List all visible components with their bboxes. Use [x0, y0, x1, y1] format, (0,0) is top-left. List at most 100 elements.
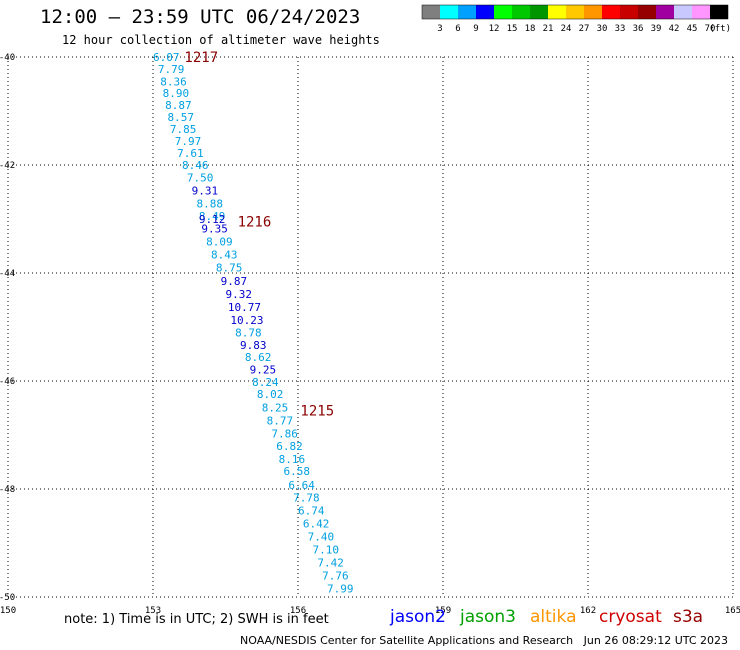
legend-level-label: 12: [489, 24, 500, 34]
map-subtitle: 12 hour collection of altimeter wave hei…: [62, 33, 380, 47]
legend-swatch: [422, 5, 440, 19]
wave-height-label: 8.43: [211, 249, 238, 262]
wave-height-label: 8.87: [165, 99, 192, 112]
lon-tick-label: 165: [725, 606, 740, 616]
footer-timestamp: Jun 26 08:29:12 UTC 2023: [583, 634, 729, 647]
wave-height-label: 7.86: [271, 427, 298, 440]
wave-height-label: 7.97: [175, 135, 202, 148]
legend-level-label: 15: [507, 24, 518, 34]
legend-swatch: [692, 5, 710, 19]
lat-tick-label: -48: [0, 485, 15, 495]
legend-swatch: [458, 5, 476, 19]
legend-level-label: 18: [525, 24, 536, 34]
wave-height-label: 9.12: [199, 213, 226, 226]
orbit-number-label: 1215: [300, 404, 334, 420]
wave-height-label: 6.64: [288, 479, 315, 492]
lon-tick-label: 162: [580, 606, 596, 616]
satellite-altika-label: altika: [530, 607, 577, 627]
wave-height-label: 7.50: [187, 171, 214, 184]
legend-swatch: [494, 5, 512, 19]
legend-level-label: 21: [543, 24, 554, 34]
legend-swatch: [566, 5, 584, 19]
lon-tick-label: 159: [435, 606, 451, 616]
wave-height-label: 7.61: [177, 147, 204, 160]
satellite-jason2-label: jason2: [390, 607, 446, 627]
legend-frame: [421, 4, 729, 20]
lat-tick-label: -44: [0, 269, 15, 279]
wave-height-label: 6.07: [153, 51, 180, 64]
legend-level-label: 70: [705, 24, 716, 34]
wave-height-label: 9.25: [250, 364, 277, 377]
wave-height-label: 6.42: [303, 518, 330, 531]
lat-tick-label: -40: [0, 53, 15, 63]
legend-swatch: [584, 5, 602, 19]
legend-swatch: [548, 5, 566, 19]
units-note: note: 1) Time is in UTC; 2) SWH is in fe…: [64, 612, 329, 627]
wave-height-label: 8.49: [199, 210, 226, 223]
orbit-number-label: 1217: [184, 50, 218, 66]
wave-height-label: 7.10: [313, 543, 340, 556]
wave-height-label: 8.36: [160, 75, 187, 88]
wave-height-label: 7.42: [317, 556, 344, 569]
wave-height-label: 9.31: [192, 184, 219, 197]
wave-height-label: 10.77: [228, 301, 261, 314]
wave-height-label: 6.58: [284, 465, 311, 478]
legend-level-label: 27: [579, 24, 590, 34]
legend-level-label: 33: [615, 24, 626, 34]
lon-tick-label: 153: [145, 606, 161, 616]
wave-height-label: 7.85: [170, 123, 197, 136]
wave-height-label: 7.76: [322, 569, 349, 582]
legend-level-label: 6: [455, 24, 460, 34]
lat-tick-label: -42: [0, 161, 15, 171]
wave-height-label: 7.40: [308, 531, 335, 544]
legend-level-label: 39: [651, 24, 662, 34]
wave-height-label: 8.77: [267, 414, 294, 427]
wave-height-label: 8.16: [279, 453, 306, 466]
legend-swatch: [512, 5, 530, 19]
legend-level-label: 36: [633, 24, 644, 34]
legend-swatch: [602, 5, 620, 19]
wave-height-label: 9.32: [226, 288, 253, 301]
legend-level-label: 45: [687, 24, 698, 34]
legend-level-label: 42: [669, 24, 680, 34]
wave-height-label: 9.83: [240, 339, 267, 352]
wave-height-label: 7.79: [158, 63, 185, 76]
legend-swatch: [620, 5, 638, 19]
lon-tick-label: 156: [290, 606, 306, 616]
legend-swatch: [710, 5, 728, 19]
wave-height-label: 8.88: [197, 197, 224, 210]
map-title: 12:00 — 23:59 UTC 06/24/2023: [40, 6, 361, 28]
satellite-jason3-label: jason3: [460, 607, 516, 627]
wave-height-label: 9.35: [201, 223, 228, 236]
legend-swatch: [530, 5, 548, 19]
legend-level-label: 30: [597, 24, 608, 34]
footer-org: NOAA/NESDIS Center for Satellite Applica…: [240, 634, 574, 647]
wave-height-label: 8.90: [163, 87, 190, 100]
legend-level-label: 24: [561, 24, 572, 34]
legend-level-label: 3: [437, 24, 442, 34]
satellite-cryosat-label: cryosat: [599, 607, 662, 627]
satellite-s3a-label: s3a: [673, 607, 704, 627]
legend-level-label: 9: [473, 24, 478, 34]
wave-height-label: 6.74: [298, 505, 325, 518]
legend-swatch: [674, 5, 692, 19]
orbit-number-label: 1216: [238, 215, 272, 231]
wave-height-label: 6.82: [276, 440, 303, 453]
wave-height-label: 8.25: [262, 401, 289, 414]
wave-height-label: 8.57: [168, 111, 195, 124]
wave-height-label: 8.02: [257, 388, 284, 401]
wave-height-label: 10.23: [230, 314, 263, 327]
wave-height-label: 7.99: [327, 582, 354, 595]
wave-height-label: 8.75: [216, 262, 243, 275]
lat-tick-label: -46: [0, 377, 15, 387]
legend-swatch: [638, 5, 656, 19]
legend-unit-label: (ft): [709, 24, 731, 34]
wave-height-label: 8.78: [235, 326, 262, 339]
wave-height-label: 8.09: [206, 236, 233, 249]
legend-swatch: [656, 5, 674, 19]
wave-height-label: 8.46: [182, 159, 209, 172]
wave-height-label: 8.24: [252, 376, 279, 389]
wave-height-label: 8.62: [245, 351, 271, 364]
lat-tick-label: -50: [0, 593, 15, 603]
